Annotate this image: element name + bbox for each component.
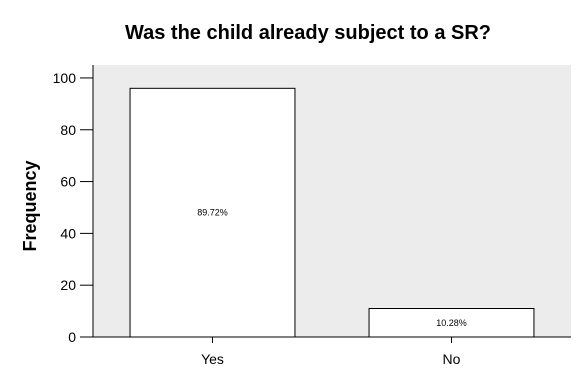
bar-no xyxy=(368,308,535,338)
y-tick-label: 60 xyxy=(60,174,76,190)
y-tick-label: 20 xyxy=(60,277,76,293)
bar-data-label: 89.72% xyxy=(197,208,228,218)
x-tick-label: Yes xyxy=(201,351,224,367)
y-tick-label: 0 xyxy=(68,329,76,345)
chart-title: Was the child already subject to a SR? xyxy=(125,22,491,44)
bars-layer: 89.72% 10.28% xyxy=(129,87,535,338)
bar-data-label: 10.28% xyxy=(436,318,467,328)
y-tick-label: 80 xyxy=(60,122,76,138)
axes-layer: Yes No 0 20 40 60 80 100 xyxy=(53,65,571,367)
bar-yes xyxy=(129,87,296,338)
x-tick-label: No xyxy=(443,351,461,367)
y-axis-label: Frequency xyxy=(20,160,40,251)
y-tick-label: 40 xyxy=(60,225,76,241)
y-tick-label: 100 xyxy=(53,70,77,86)
